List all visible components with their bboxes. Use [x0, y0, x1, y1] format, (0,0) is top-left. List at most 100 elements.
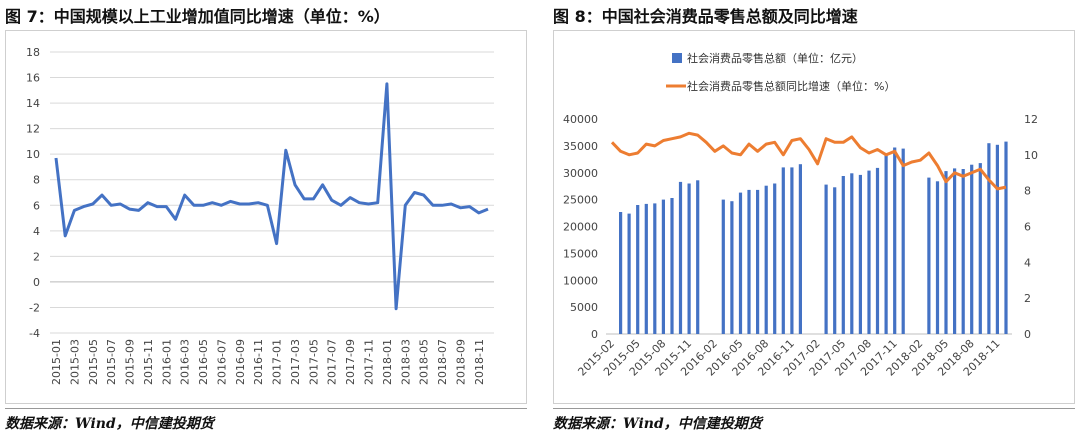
x-tick-label: 2018-05 — [418, 339, 431, 385]
bar — [927, 177, 931, 334]
x-tick-label: 2015-01 — [50, 339, 63, 385]
legend-label-bar: 社会消费品零售总额（单位：亿元） — [687, 51, 863, 65]
bar — [756, 189, 760, 334]
divider-left — [5, 408, 527, 409]
y2-tick-label: 4 — [1024, 256, 1031, 269]
y-tick-label: -2 — [29, 301, 40, 314]
x-tick-label: 2018-01 — [381, 339, 394, 385]
bar — [790, 167, 794, 334]
x-tick-label: 2018-11 — [473, 339, 486, 385]
x-tick-label: 2017-05 — [307, 339, 320, 385]
legend-label-line: 社会消费品零售总额同比增速（单位：%） — [687, 79, 895, 93]
y-tick-label: 5000 — [570, 301, 598, 314]
y2-tick-label: 12 — [1024, 113, 1038, 126]
bar — [644, 203, 648, 334]
y-tick-label: -4 — [29, 327, 40, 340]
y-tick-label: 14 — [26, 97, 40, 110]
bar — [824, 184, 828, 334]
x-tick-label: 2018-09 — [454, 339, 467, 385]
x-tick-label: 2016-01 — [160, 339, 173, 385]
legend-swatch-bar — [672, 53, 682, 63]
y-tick-label: 12 — [26, 123, 40, 136]
bar — [884, 153, 888, 334]
y-tick-label: 40000 — [563, 113, 598, 126]
bar — [696, 180, 700, 334]
x-tick-label: 2016-03 — [179, 339, 192, 385]
y2-tick-label: 2 — [1024, 292, 1031, 305]
bar — [961, 169, 965, 334]
bar — [1004, 141, 1008, 334]
chart-8-panel: 社会消费品零售总额（单位：亿元） 社会消费品零售总额同比增速（单位：%） 0 5000… — [553, 30, 1075, 404]
bar — [619, 212, 623, 334]
x-tick-label: 2017-09 — [344, 339, 357, 385]
bar — [995, 144, 999, 334]
figure-7-title: 图 7：中国规模以上工业增加值同比增速（单位：%） — [5, 7, 390, 26]
figure-7-source: 数据来源：Wind，中信建投期货 — [5, 416, 214, 432]
y-tick-label: 0 — [591, 328, 598, 341]
figure-8-source: 数据来源：Wind，中信建投期货 — [553, 416, 762, 432]
bar — [893, 147, 897, 334]
x-tick-label: 2016-07 — [215, 339, 228, 385]
x-tick-label: 2015-11 — [142, 339, 155, 385]
x-tick-label: 2015-07 — [105, 339, 118, 385]
series-line — [54, 82, 489, 311]
y-tick-label: 25000 — [563, 194, 598, 207]
bar — [901, 148, 905, 334]
growth-line — [610, 131, 1007, 191]
x-tick-label: 2017-03 — [289, 339, 302, 385]
bar — [730, 201, 734, 334]
bar — [953, 168, 957, 334]
bar — [875, 167, 880, 334]
bar — [944, 171, 948, 334]
x-tick-label: 2015-05 — [87, 339, 100, 385]
y-tick-label: 35000 — [563, 140, 598, 153]
y-tick-label: 30000 — [563, 167, 598, 180]
bar — [653, 203, 657, 334]
bar — [850, 173, 854, 334]
y-tick-label: 15000 — [563, 247, 598, 260]
bar — [661, 199, 665, 334]
x-tick-label: 2018-07 — [436, 339, 449, 385]
bar — [858, 174, 862, 334]
bar — [670, 198, 674, 334]
y-tick-label: 2 — [33, 250, 40, 263]
y-tick-label: 16 — [26, 72, 40, 85]
x-tick-label: 2015-03 — [68, 339, 81, 385]
chart-8: 社会消费品零售总额（单位：亿元） 社会消费品零售总额同比增速（单位：%） 0 5000… — [563, 51, 1038, 379]
bar — [678, 181, 683, 334]
bar — [798, 164, 802, 334]
y-tick-label: 8 — [33, 174, 40, 187]
bar — [970, 164, 974, 334]
x-tick-label: 2016-05 — [197, 339, 210, 385]
chart-7-panel: -4 -2 0 2 4 6 8 10 12 14 16 18 2015-01 2015-03 2015-05… — [5, 30, 527, 404]
x-tick-label: 2017-01 — [271, 339, 284, 385]
y-tick-label: 4 — [33, 225, 40, 238]
bar — [833, 187, 837, 334]
bar — [935, 181, 940, 334]
bar — [747, 189, 751, 334]
y2-tick-label: 0 — [1024, 328, 1031, 341]
x-tick-label: 2018-03 — [399, 339, 412, 385]
y-tick-label: 10000 — [563, 274, 598, 287]
bar — [867, 170, 871, 334]
bar — [738, 192, 743, 334]
bar — [978, 163, 982, 334]
y2-tick-label: 6 — [1024, 221, 1031, 234]
bar — [773, 183, 777, 334]
x-tick-label: 2016-11 — [252, 339, 265, 385]
y2-tick-label: 8 — [1024, 185, 1031, 198]
bar — [781, 167, 785, 334]
y-tick-label: 20000 — [563, 221, 598, 234]
divider-right — [553, 408, 1075, 409]
chart-7: -4 -2 0 2 4 6 8 10 12 14 16 18 2015-01 2015-03 2015-05… — [26, 46, 494, 385]
bar — [636, 205, 640, 334]
y2-tick-label: 10 — [1024, 149, 1038, 162]
bar — [687, 183, 691, 334]
y-tick-label: 10 — [26, 148, 40, 161]
x-tick-label: 2017-07 — [326, 339, 339, 385]
bar — [721, 199, 725, 334]
figure-8-title: 图 8：中国社会消费品零售总额及同比增速 — [553, 7, 858, 26]
bar — [841, 176, 845, 334]
bar — [987, 143, 991, 334]
bar — [764, 185, 768, 334]
